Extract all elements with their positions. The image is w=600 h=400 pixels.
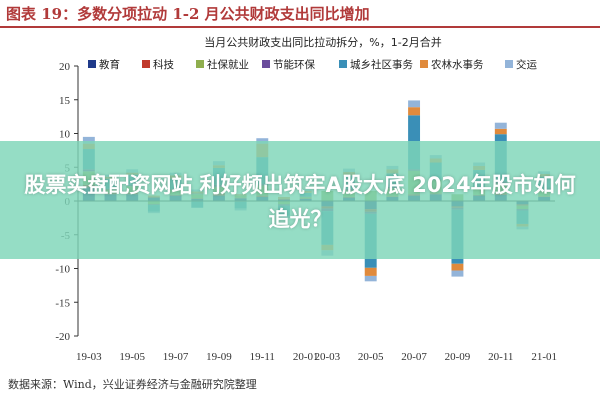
legend-swatch <box>142 60 150 68</box>
legend-label: 社保就业 <box>207 58 249 71</box>
x-tick-label: 19-07 <box>163 351 189 363</box>
data-source-note: 数据来源：Wind，兴业证券经济与金融研究院整理 <box>8 378 257 391</box>
legend-swatch <box>196 60 204 68</box>
x-tick-label: 20-05 <box>358 351 384 363</box>
y-tick-label: -10 <box>55 264 70 276</box>
x-tick-label: 20-03 <box>315 351 341 363</box>
legend-swatch <box>262 60 270 68</box>
promo-banner-text[interactable]: 股票实盘配资网站 利好频出筑牢A股大底 2024年股市如何追光？ <box>24 173 576 231</box>
y-tick-label: 20 <box>59 61 71 73</box>
x-tick-label: 19-03 <box>76 351 102 363</box>
x-tick-label: 20-09 <box>445 351 471 363</box>
y-tick-label: -15 <box>55 297 70 309</box>
bar-segment <box>451 270 464 277</box>
bar-segment <box>82 136 95 144</box>
x-tick-label: 21-01 <box>531 351 557 363</box>
legend-label: 城乡社区事务 <box>350 58 413 71</box>
bar-segment <box>451 263 464 271</box>
chart-legend: 教育 科技 社保就业 节能环保 城乡社区事务 农林水事务 交运 <box>88 58 537 71</box>
x-tick-label: 20-07 <box>401 351 427 363</box>
legend-label: 农林水事务 <box>431 58 484 71</box>
bar-segment <box>364 275 377 282</box>
bar-segment <box>494 128 507 135</box>
x-tick-label: 20-01 <box>293 351 319 363</box>
x-tick-label: 19-05 <box>119 351 145 363</box>
legend-label: 教育 <box>99 58 120 71</box>
legend-swatch <box>505 60 513 68</box>
x-tick-label: 19-11 <box>250 351 275 363</box>
x-tick-label: 19-09 <box>206 351 232 363</box>
y-tick-label: 10 <box>59 129 71 141</box>
y-tick-label: 15 <box>59 95 71 107</box>
legend-swatch <box>420 60 428 68</box>
legend-label: 交运 <box>516 58 537 71</box>
chart-title: 当月公共财政支出同比拉动拆分，%，1-2月合并 <box>204 35 441 49</box>
y-tick-label: -20 <box>55 331 70 343</box>
chart-header: 图表 19：多数分项拉动 1-2 月公共财政支出同比增加 <box>0 0 600 28</box>
promo-banner[interactable] <box>0 141 600 259</box>
bar-segment <box>494 122 507 129</box>
bar-segment <box>408 107 421 116</box>
bar-segment <box>364 267 377 276</box>
bar-segment <box>256 138 269 144</box>
legend-label: 节能环保 <box>273 58 315 71</box>
legend-label: 科技 <box>153 58 174 71</box>
chart-header-title: 图表 19：多数分项拉动 1-2 月公共财政支出同比增加 <box>6 5 370 23</box>
legend-swatch <box>88 60 96 68</box>
legend-swatch <box>339 60 347 68</box>
bar-segment <box>408 100 421 108</box>
x-tick-label: 20-11 <box>488 351 513 363</box>
